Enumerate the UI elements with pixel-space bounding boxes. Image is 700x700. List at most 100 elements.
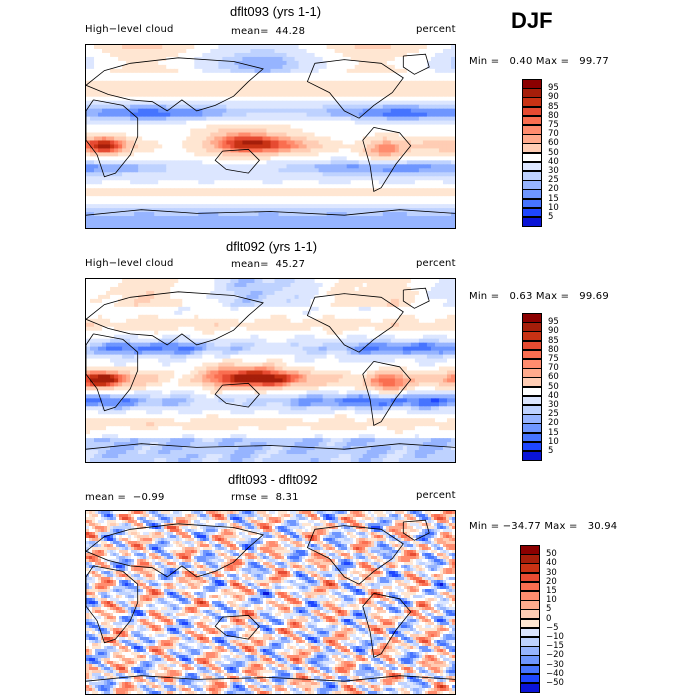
heatmap-cell [226,208,231,213]
heatmap-cell [146,112,151,118]
heatmap-cell [366,84,372,90]
heatmap-cell [170,120,175,126]
heatmap-cell [426,160,432,165]
heatmap-cell [186,108,191,114]
heatmap-cell [410,279,416,284]
heatmap-cell [90,156,95,161]
heatmap-cell [358,140,364,146]
heatmap-cell [182,188,187,193]
heatmap-cell [230,140,235,146]
heatmap-cell [266,212,272,217]
heatmap-cell [350,48,356,54]
heatmap-cell [438,196,444,201]
heatmap-cell [214,160,219,165]
heatmap-cell [178,180,183,185]
heatmap-cell [334,72,340,78]
heatmap-cell [210,152,215,157]
heatmap-cell [294,286,300,292]
heatmap-cell [386,152,392,157]
heatmap-cell [162,100,167,106]
heatmap-cell [170,52,175,58]
heatmap-cell [446,60,452,66]
heatmap-cell [242,116,248,122]
heatmap-cell [202,212,207,217]
heatmap-cell [386,184,392,189]
heatmap-cell [278,144,284,150]
heatmap-cell [130,160,135,165]
heatmap-cell [414,132,420,138]
heatmap-cell [282,306,288,312]
heatmap-cell [378,128,384,134]
heatmap-cell [122,204,127,209]
heatmap-cell [330,180,336,185]
heatmap-cell [266,60,272,66]
heatmap-cell [258,279,264,284]
heatmap-cell [282,120,288,126]
heatmap-cell [226,88,231,94]
heatmap-cell [114,216,119,221]
heatmap-cell [102,104,107,110]
heatmap-cell [322,286,328,292]
heatmap-cell [154,116,159,122]
heatmap-cell [342,164,348,169]
heatmap-cell [90,140,95,146]
heatmap-cell [114,104,119,110]
heatmap-cell [422,64,428,70]
heatmap-cell [334,45,340,50]
heatmap-cell [414,56,420,62]
heatmap-cell [274,56,280,62]
heatmap-cell [390,92,396,98]
heatmap-cell [410,48,416,54]
heatmap-cell [150,200,155,205]
heatmap-cell [338,96,344,102]
heatmap-cell [270,160,276,165]
heatmap-cell [382,136,388,142]
heatmap-cell [330,204,336,209]
heatmap-cell [374,200,380,205]
heatmap-cell [194,216,199,221]
heatmap-cell [378,302,384,308]
heatmap-cell [114,290,119,296]
heatmap-cell [230,224,235,228]
heatmap-cell [118,152,123,157]
heatmap-cell [390,176,396,181]
heatmap-cell [414,279,420,284]
heatmap-cell [206,136,211,142]
heatmap-cell [422,148,428,154]
heatmap-cell [210,124,215,130]
heatmap-cell [322,45,328,50]
heatmap-cell [386,56,392,62]
heatmap-cell [426,164,432,169]
heatmap-cell [346,72,352,78]
heatmap-cell [442,200,448,205]
heatmap-cell [102,294,107,300]
heatmap-cell [234,52,240,58]
heatmap-cell [198,45,203,50]
heatmap-cell [322,168,328,173]
heatmap-cell [114,112,119,118]
heatmap-cell [146,290,151,296]
heatmap-cell [370,294,376,300]
heatmap-cell [210,45,215,50]
heatmap-cell [282,290,288,296]
heatmap-cell [130,124,135,130]
heatmap-cell [210,92,215,98]
heatmap-cell [114,294,119,300]
heatmap-cell [158,84,163,90]
heatmap-cell [366,224,372,228]
heatmap-cell [310,52,316,58]
heatmap-cell [86,302,91,308]
heatmap-cell [378,184,384,189]
heatmap-cell [442,192,448,197]
heatmap-cell [170,188,175,193]
heatmap-cell [398,216,404,221]
heatmap-cell [202,124,207,130]
heatmap-cell [326,96,332,102]
heatmap-cell [118,56,123,62]
heatmap-cell [410,200,416,205]
heatmap-cell [178,124,183,130]
heatmap-cell [134,108,139,114]
heatmap-cell [390,148,396,154]
heatmap-cell [382,282,388,288]
heatmap-cell [226,84,231,90]
